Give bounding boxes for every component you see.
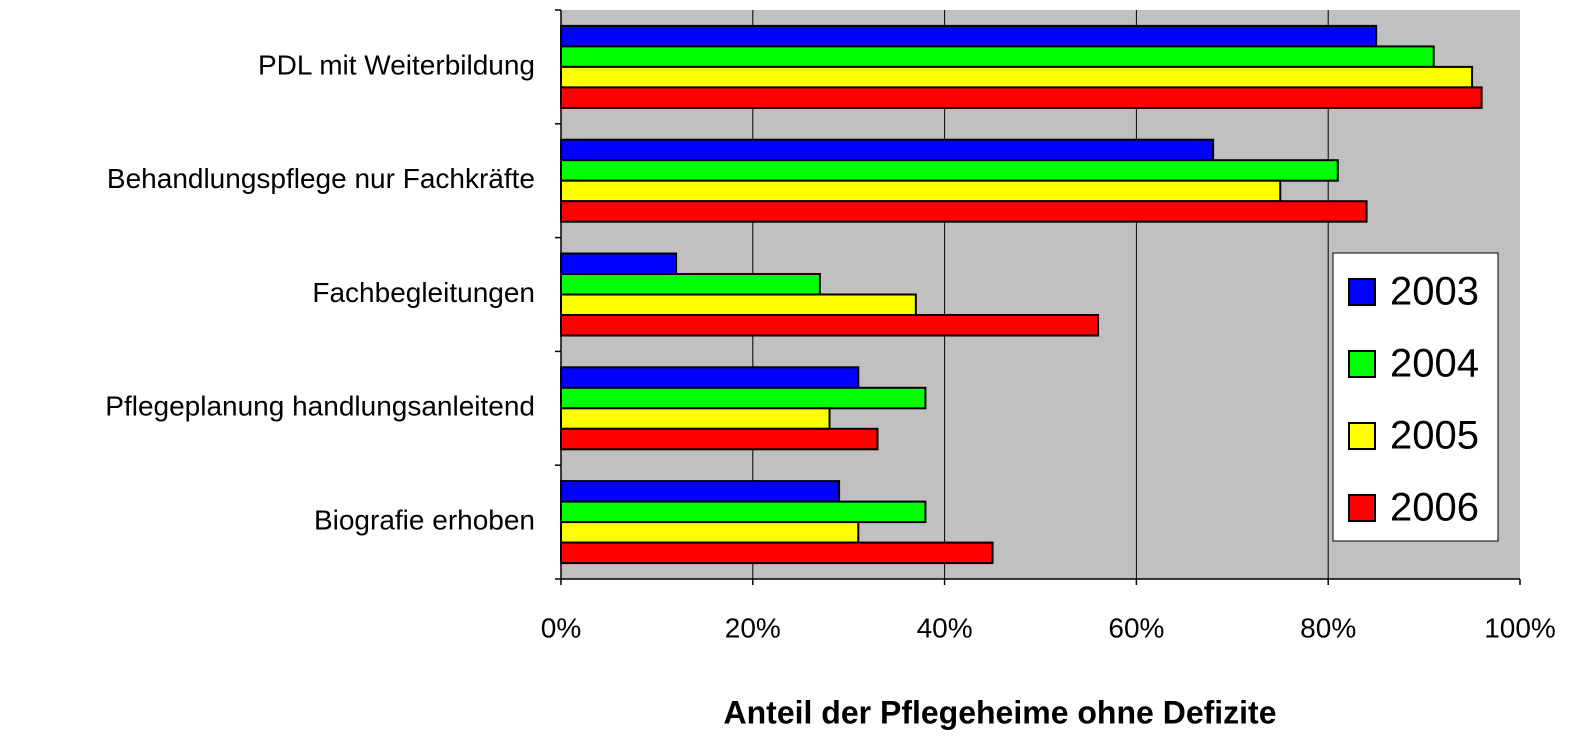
bar [560, 386, 927, 410]
legend-label: 2003 [1390, 270, 1479, 314]
bar [560, 159, 1339, 182]
legend-label: 2006 [1390, 486, 1479, 530]
bar [560, 541, 994, 565]
x-tick-label: 20% [725, 612, 781, 643]
x-tick-label: 100% [1484, 612, 1556, 643]
bar [560, 314, 1100, 337]
legend-label: 2005 [1390, 414, 1479, 458]
bar [560, 65, 1474, 89]
legend-label: 2004 [1390, 342, 1479, 386]
y-tick-label: PDL mit Weiterbildung [258, 49, 535, 80]
bar [560, 24, 1378, 48]
bar [560, 86, 1483, 109]
bar [560, 179, 1282, 203]
legend-swatch [1348, 422, 1376, 450]
x-tick-label: 60% [1108, 612, 1164, 643]
bar [560, 273, 821, 296]
bar [560, 366, 860, 389]
bar [560, 252, 678, 275]
bar [560, 200, 1368, 223]
y-tick-label: Biografie erhoben [314, 504, 535, 535]
x-tick-label: 80% [1300, 612, 1356, 643]
bar [560, 427, 879, 451]
bar [560, 480, 841, 503]
legend-swatch [1348, 494, 1376, 522]
legend-swatch [1348, 278, 1376, 306]
bar [560, 138, 1215, 162]
y-tick-label: Fachbegleitungen [312, 277, 535, 308]
bar [560, 45, 1435, 68]
bar [560, 407, 831, 430]
bar [560, 521, 860, 544]
y-tick-label: Behandlungspflege nur Fachkräfte [107, 163, 535, 194]
x-tick-label: 40% [917, 612, 973, 643]
y-tick-label: Pflegeplanung handlungsanleitend [105, 391, 535, 422]
bar [560, 500, 927, 524]
x-axis-label: Anteil der Pflegeheime ohne Defizite [724, 694, 1277, 730]
legend-swatch [1348, 350, 1376, 378]
x-tick-label: 0% [541, 612, 581, 643]
bar [560, 293, 917, 316]
